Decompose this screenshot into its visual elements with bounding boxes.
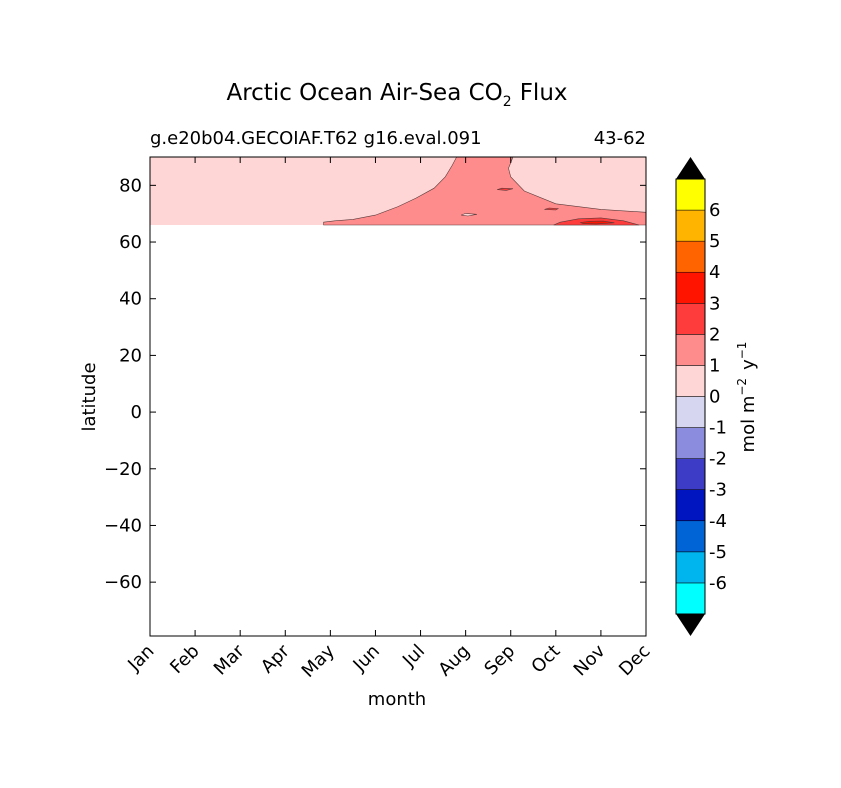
y-tick-label: 60 <box>119 232 142 253</box>
colorbar-tick-label: 1 <box>709 355 720 376</box>
colorbar-extend-bottom <box>676 614 705 636</box>
colorbar-tick-label: 6 <box>709 200 720 221</box>
colorbar-tick-label: -2 <box>709 449 727 470</box>
colorbar-label: mol m−2 y−1 <box>735 342 759 453</box>
colorbar-segment <box>675 365 706 397</box>
plot-frame <box>149 156 647 637</box>
plot-area <box>150 156 647 226</box>
y-axis: 80 60 40 20 0 −20 −40 −60 <box>104 175 646 593</box>
colorbar-segment <box>675 271 706 304</box>
colorbar-label-main: mol m <box>738 396 759 453</box>
y-tick-label: −40 <box>104 515 142 536</box>
y-tick-label: 20 <box>119 345 142 366</box>
contour-flux-small-patch-aug <box>497 187 514 191</box>
colorbar-tick-label: 3 <box>709 293 720 314</box>
colorbar-tick-label: -6 <box>709 573 727 594</box>
y-tick-label: −60 <box>104 572 142 593</box>
colorbar-tick-label: -1 <box>709 418 727 439</box>
contour-flux-1-2-region <box>323 156 647 226</box>
chart-subtitle-left: g.e20b04.GECOIAF.T62 g16.eval.091 <box>150 128 482 149</box>
chart-subtitle-right: 43-62 <box>594 128 646 149</box>
colorbar-tick-label: -3 <box>709 480 727 501</box>
colorbar-label-mid: y <box>738 359 759 370</box>
colorbar-frame <box>675 178 706 615</box>
colorbar-tick-label: 5 <box>709 231 720 252</box>
x-axis-label: month <box>368 689 426 710</box>
colorbar-segment <box>675 582 706 615</box>
y-axis-label: latitude <box>79 362 100 431</box>
colorbar-segment <box>675 240 706 273</box>
y-tick-label: −20 <box>104 459 142 480</box>
colorbar-segment <box>675 551 706 584</box>
chart-title-main: Arctic Ocean Air-Sea CO <box>226 80 502 106</box>
colorbar-segment <box>675 458 706 490</box>
contour-flux-small-patch-oct <box>544 207 560 211</box>
colorbar-segment <box>675 427 706 459</box>
colorbar-segment <box>675 303 706 335</box>
colorbar-segment <box>675 334 706 366</box>
colorbar-segment <box>675 209 706 242</box>
colorbar-tick-label: 0 <box>709 387 720 408</box>
colorbar-tick-label: 4 <box>709 262 720 283</box>
colorbar-segment <box>675 396 706 428</box>
colorbar-tick-label: -4 <box>709 511 727 532</box>
contour-flux-small-patch-jul <box>460 213 477 217</box>
colorbar-segment <box>675 520 706 553</box>
colorbar-segment <box>675 489 706 522</box>
y-tick-label: 40 <box>119 289 142 310</box>
chart-title: Arctic Ocean Air-Sea CO2 Flux <box>226 80 567 110</box>
colorbar-extend-top <box>676 157 705 179</box>
y-tick-label: 0 <box>131 402 142 423</box>
colorbar-label-exp2: −1 <box>735 342 749 360</box>
chart-title-tail: Flux <box>520 80 568 106</box>
contour-flux-3-4-region <box>579 220 615 225</box>
colorbar-label-exp1: −2 <box>735 378 749 396</box>
colorbar-tick-label: -5 <box>709 542 727 563</box>
y-tick-label: 80 <box>119 175 142 196</box>
colorbar-tick-label: 2 <box>709 324 720 345</box>
chart-title-subscript: 2 <box>503 94 512 110</box>
colorbar: -6 -5 -4 -3 -2 -1 0 1 2 3 4 5 6 <box>675 157 727 636</box>
colorbar-segment <box>675 178 706 211</box>
